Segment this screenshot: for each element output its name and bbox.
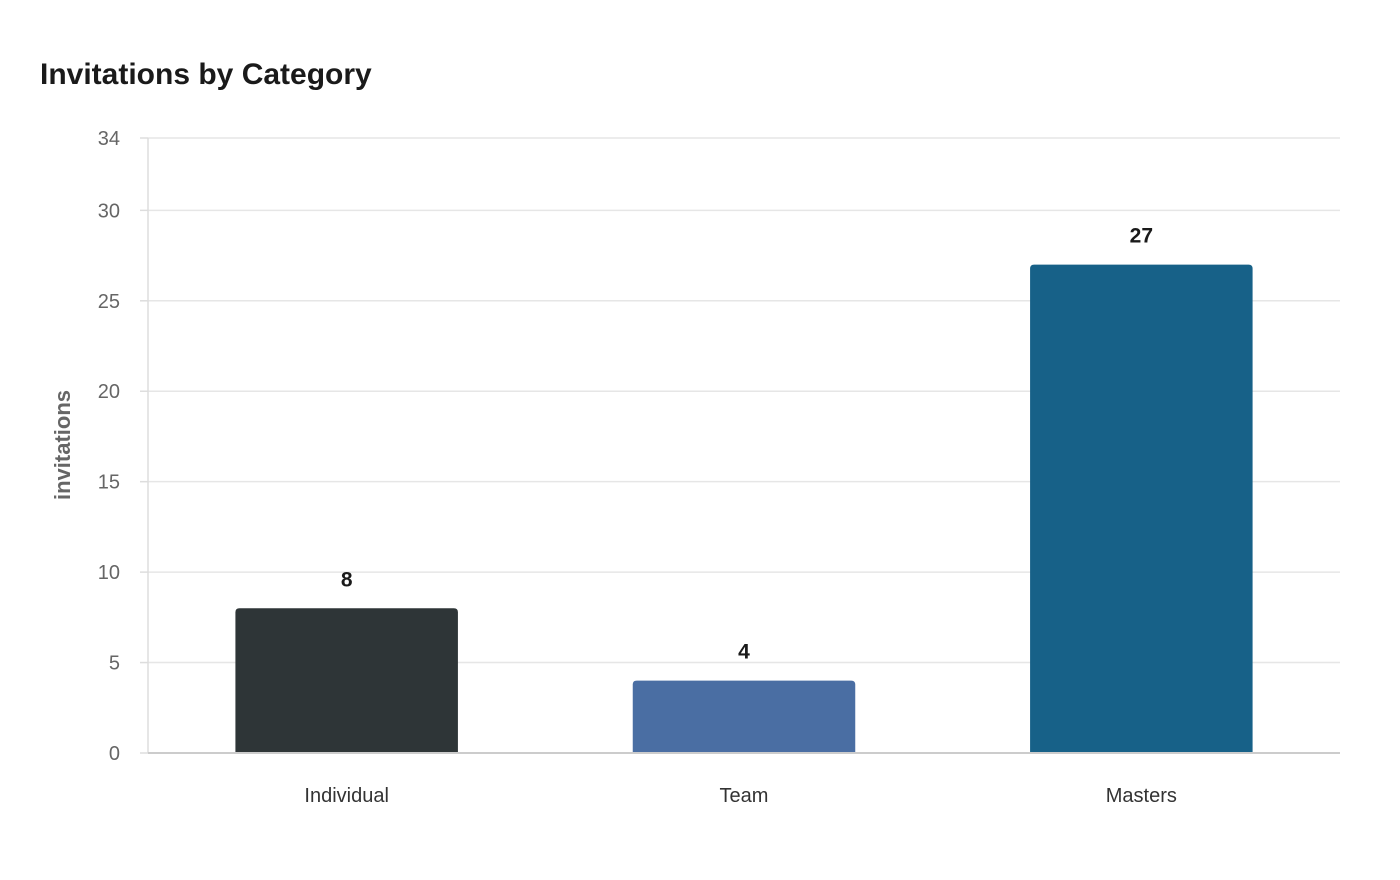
bars: [235, 264, 1253, 753]
x-tick-label: Team: [720, 785, 769, 807]
data-label: 4: [738, 641, 750, 664]
data-label: 8: [341, 568, 353, 591]
y-tick-label: 5: [109, 653, 120, 675]
chart-title: Invitations by Category: [40, 58, 372, 91]
y-tick-label: 10: [98, 562, 120, 584]
data-label: 27: [1130, 225, 1153, 248]
y-tick-label: 25: [98, 291, 120, 313]
y-tick-label: 15: [98, 472, 120, 494]
x-tick-label: Masters: [1106, 785, 1177, 807]
y-tick-label: 0: [109, 743, 120, 765]
y-tick-label: 34: [98, 128, 120, 150]
bar-individual: [235, 608, 458, 753]
bar-masters: [1030, 264, 1253, 753]
x-tick-label: Individual: [304, 785, 389, 807]
y-tick-label: 30: [98, 200, 120, 222]
axes: 0 5 10 15 20 25 30 34: [98, 128, 149, 765]
labels: 8 Individual 4 Team 27 Masters: [148, 225, 1340, 807]
y-tick-label: 20: [98, 381, 120, 403]
bar-team: [632, 680, 856, 753]
y-axis-label: invitations: [50, 390, 75, 500]
